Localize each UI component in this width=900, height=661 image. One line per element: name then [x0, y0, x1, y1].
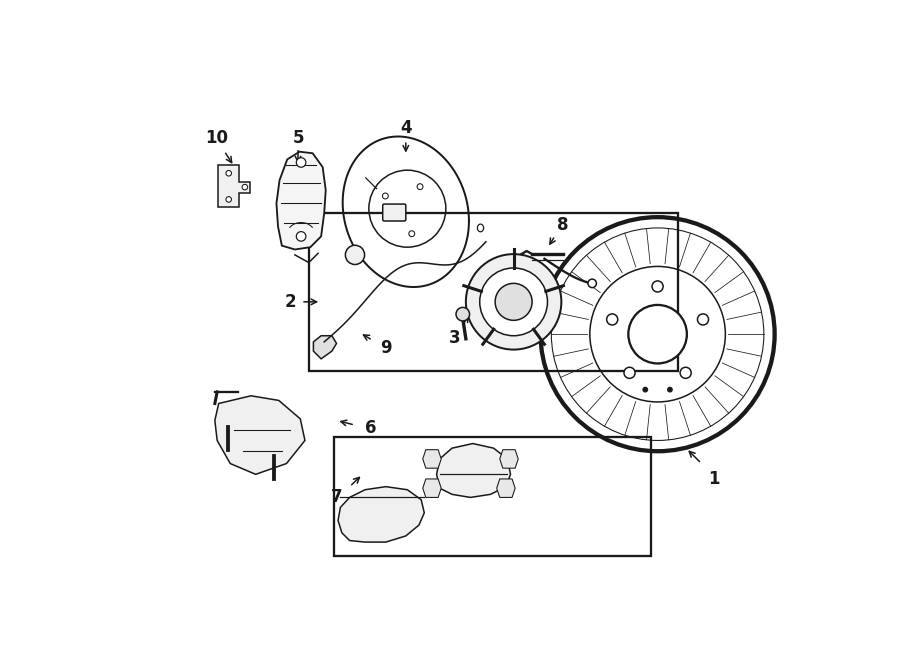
Polygon shape: [423, 479, 441, 498]
Circle shape: [226, 197, 231, 202]
Text: 6: 6: [364, 419, 376, 437]
Text: 2: 2: [284, 293, 296, 311]
Polygon shape: [338, 486, 424, 542]
Text: 1: 1: [708, 470, 720, 488]
Bar: [309, 214, 679, 371]
Circle shape: [495, 284, 532, 321]
Circle shape: [667, 387, 673, 393]
Text: 3: 3: [449, 329, 461, 347]
Polygon shape: [497, 479, 515, 498]
Bar: [334, 437, 652, 556]
Polygon shape: [276, 152, 326, 249]
Circle shape: [456, 307, 470, 321]
Polygon shape: [218, 165, 250, 207]
Circle shape: [296, 158, 306, 167]
Text: 5: 5: [292, 129, 304, 147]
Polygon shape: [500, 449, 518, 468]
Circle shape: [346, 245, 365, 264]
Polygon shape: [436, 444, 510, 498]
Circle shape: [628, 305, 687, 364]
Text: 7: 7: [330, 488, 342, 506]
Polygon shape: [423, 449, 441, 468]
Polygon shape: [215, 396, 305, 475]
Circle shape: [480, 268, 547, 336]
Circle shape: [417, 184, 423, 190]
Circle shape: [698, 314, 708, 325]
Circle shape: [588, 279, 597, 288]
Circle shape: [624, 368, 635, 378]
Text: 4: 4: [400, 119, 411, 137]
Polygon shape: [313, 336, 337, 359]
FancyBboxPatch shape: [382, 204, 406, 221]
Circle shape: [607, 314, 617, 325]
Text: 10: 10: [205, 129, 228, 147]
Circle shape: [296, 231, 306, 241]
Text: 8: 8: [557, 216, 569, 234]
Circle shape: [652, 281, 663, 292]
Circle shape: [226, 171, 231, 176]
Text: 9: 9: [380, 339, 392, 357]
Circle shape: [409, 231, 415, 237]
Circle shape: [382, 193, 388, 199]
Circle shape: [466, 254, 562, 350]
Circle shape: [242, 184, 248, 190]
Circle shape: [643, 387, 648, 393]
Circle shape: [680, 368, 691, 378]
